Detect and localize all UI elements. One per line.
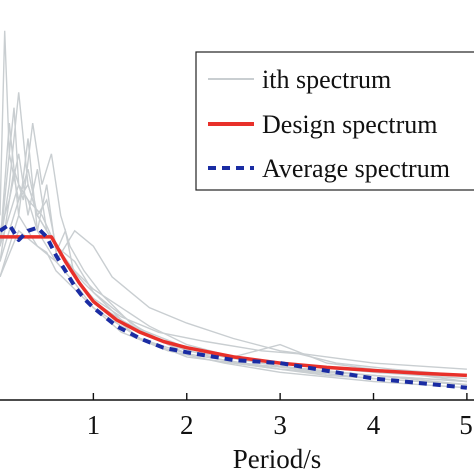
average-spectrum-line xyxy=(0,222,468,390)
design-spectrum-line xyxy=(0,235,467,378)
legend: ith spectrum Design spectrum Average spe… xyxy=(195,51,474,191)
x-ticks-group: 1 2 3 4 5 xyxy=(87,393,473,440)
x-tick-label-1: 1 xyxy=(87,410,101,440)
ith-spectrum-line-10 xyxy=(0,213,467,389)
legend-label-design-spectrum: Design spectrum xyxy=(262,110,437,139)
x-tick-label-4: 4 xyxy=(367,410,381,440)
series-group xyxy=(0,222,468,390)
legend-label-average-spectrum: Average spectrum xyxy=(262,154,450,183)
legend-label-ith-spectrum: ith spectrum xyxy=(262,65,391,94)
x-axis-label: Period/s xyxy=(233,444,322,474)
x-tick-label-5: 5 xyxy=(459,410,473,440)
x-tick-label-2: 2 xyxy=(180,410,194,440)
x-tick-label-3: 3 xyxy=(273,410,287,440)
ith-spectrum-line-8 xyxy=(0,168,467,383)
